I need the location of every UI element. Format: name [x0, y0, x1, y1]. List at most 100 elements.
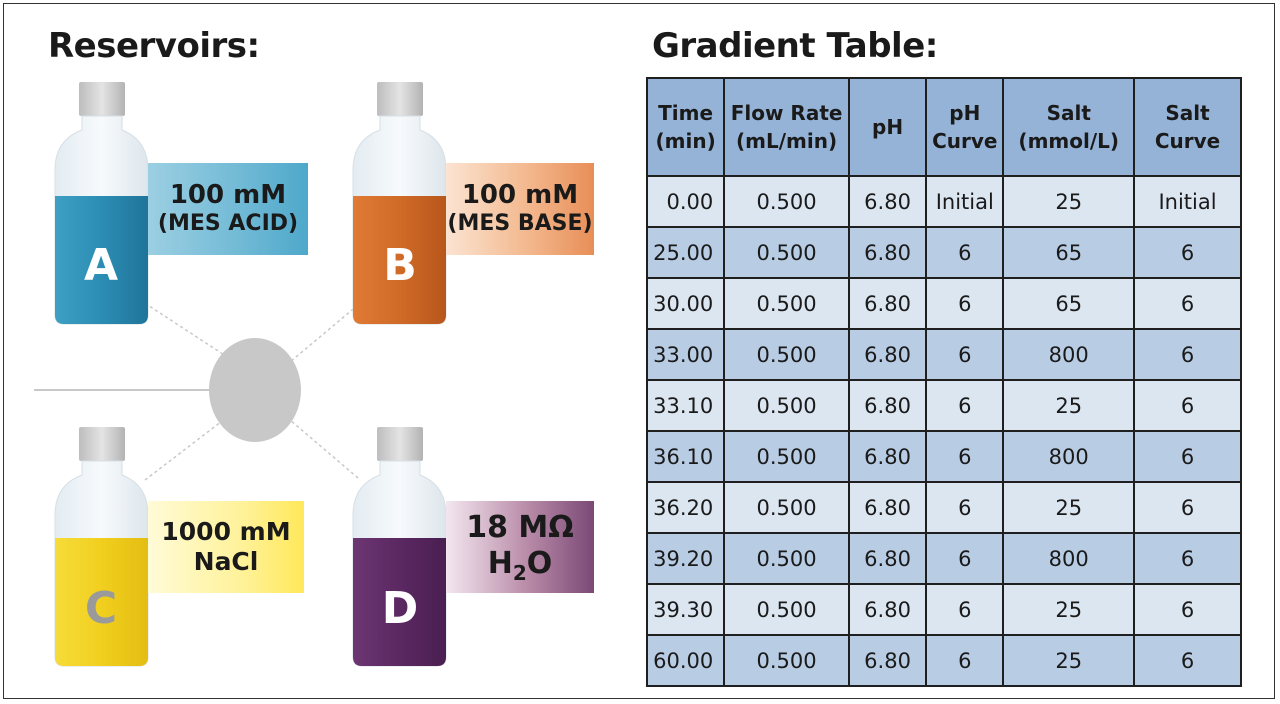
bottle-c-label: 1000 mM NaCl: [148, 501, 304, 593]
table-cell: 6.80: [847, 533, 928, 584]
line-a: [139, 299, 233, 361]
bottle-d-solution: H2O: [487, 545, 553, 585]
gradient-table: Time (min) Flow Rate (mL/min) pH pH Curve S…: [645, 77, 1242, 687]
table-cell: 6: [925, 533, 1005, 584]
bottle-c-solution: NaCl: [193, 547, 259, 576]
bottle-b-letter: B: [383, 240, 417, 291]
table-cell: 33.00: [645, 329, 726, 380]
table-cell: 65: [1002, 278, 1136, 329]
line-b: [289, 304, 359, 363]
table-cell: 6: [1133, 584, 1242, 635]
header-ph-curve: pH Curve: [925, 77, 1005, 177]
table-cell: 6: [1133, 329, 1242, 380]
table-row: 36.10 0.500 6.80 6 800 6: [645, 431, 1242, 482]
table-cell: 39.30: [645, 584, 726, 635]
table-cell: 0.500: [723, 533, 850, 584]
table-cell: 6: [925, 584, 1005, 635]
bottle-d-label: 18 MΩ H2O: [446, 501, 594, 593]
table-cell: 65: [1002, 227, 1136, 278]
table-cell: 6.80: [847, 635, 928, 686]
bottle-b-concentration: 100 mM: [461, 180, 579, 211]
table-cell: 0.500: [723, 380, 850, 431]
table-cell: 25.00: [645, 227, 726, 278]
table-cell: 0.500: [723, 176, 850, 227]
bottle-d-letter: D: [382, 583, 419, 634]
bottle-b: B: [352, 82, 447, 325]
header-salt-curve: Salt Curve: [1133, 77, 1242, 177]
table-cell: 0.500: [723, 227, 850, 278]
table-cell: 39.20: [645, 533, 726, 584]
table-cell: 6: [1133, 380, 1242, 431]
table-cell: 0.500: [723, 431, 850, 482]
table-row: 0.00 0.500 6.80 Initial 25 Initial: [645, 176, 1242, 227]
bottle-a: A: [54, 82, 149, 325]
table-cell: 0.500: [723, 635, 850, 686]
table-row: 33.10 0.500 6.80 6 25 6: [645, 380, 1242, 431]
table-cell: 6.80: [847, 176, 928, 227]
line-c: [144, 417, 227, 481]
header-ph: pH: [847, 77, 928, 177]
reservoirs-panel: Reservoirs:: [34, 26, 594, 667]
table-cell: 6: [1133, 278, 1242, 329]
table-cell: Initial: [1133, 176, 1242, 227]
table-cell: 6: [1133, 533, 1242, 584]
table-cell: 33.10: [645, 380, 726, 431]
table-cell: 6: [925, 329, 1005, 380]
table-cell: 800: [1002, 431, 1136, 482]
table-row: 30.00 0.500 6.80 6 65 6: [645, 278, 1242, 329]
bottle-a-letter: A: [84, 240, 118, 291]
bottle-b-solution: (MES BASE): [447, 211, 593, 237]
table-cell: 25: [1002, 176, 1136, 227]
table-cell: 6: [1133, 227, 1242, 278]
table-cell: 36.20: [645, 482, 726, 533]
table-cell: 25: [1002, 380, 1136, 431]
bottle-c: C: [54, 427, 149, 667]
header-flow-rate: Flow Rate (mL/min): [723, 77, 850, 177]
tubing-lines: [34, 299, 359, 481]
table-cell: 6.80: [847, 329, 928, 380]
reservoir-diagram: A B C D: [34, 82, 447, 667]
table-cell: 6: [925, 227, 1005, 278]
table-cell: 0.00: [645, 176, 726, 227]
gradient-header-row: Time (min) Flow Rate (mL/min) pH pH Curve S…: [645, 77, 1242, 177]
table-cell: 0.500: [723, 329, 850, 380]
bottle-a-label: 100 mM (MES ACID): [148, 163, 308, 255]
table-cell: 0.500: [723, 482, 850, 533]
table-cell: 60.00: [645, 635, 726, 686]
table-cell: 6: [925, 380, 1005, 431]
header-time: Time (min): [645, 77, 726, 177]
bottle-a-solution: (MES ACID): [157, 211, 299, 237]
table-cell: 6.80: [847, 380, 928, 431]
table-cell: 6: [925, 635, 1005, 686]
bottle-c-letter: C: [85, 583, 117, 634]
table-row: 39.30 0.500 6.80 6 25 6: [645, 584, 1242, 635]
table-cell: 800: [1002, 329, 1136, 380]
header-salt: Salt (mmol/L): [1002, 77, 1136, 177]
bottle-c-concentration: 1000 mM: [161, 517, 291, 546]
table-row: 60.00 0.500 6.80 6 25 6: [645, 635, 1242, 686]
table-cell: 6: [1133, 635, 1242, 686]
bottle-b-label: 100 mM (MES BASE): [446, 163, 594, 255]
table-cell: 0.500: [723, 584, 850, 635]
table-cell: 25: [1002, 635, 1136, 686]
gradient-table-title: Gradient Table:: [652, 26, 938, 66]
bottle-a-concentration: 100 mM: [169, 180, 287, 211]
table-row: 36.20 0.500 6.80 6 25 6: [645, 482, 1242, 533]
table-cell: 6.80: [847, 431, 928, 482]
table-cell: Initial: [925, 176, 1005, 227]
line-d: [289, 419, 359, 479]
table-cell: 0.500: [723, 278, 850, 329]
gradient-body: 0.00 0.500 6.80 Initial 25 Initial 25.00 0.500 6…: [645, 176, 1242, 686]
table-cell: 6.80: [847, 482, 928, 533]
table-cell: 6: [925, 431, 1005, 482]
mixing-valve: [209, 338, 301, 442]
bottle-d: D: [352, 427, 447, 667]
table-row: 33.00 0.500 6.80 6 800 6: [645, 329, 1242, 380]
table-cell: 6.80: [847, 227, 928, 278]
table-cell: 25: [1002, 482, 1136, 533]
table-cell: 6.80: [847, 278, 928, 329]
table-row: 25.00 0.500 6.80 6 65 6: [645, 227, 1242, 278]
table-cell: 6: [925, 482, 1005, 533]
reservoirs-title: Reservoirs:: [48, 26, 260, 66]
table-cell: 6: [1133, 482, 1242, 533]
